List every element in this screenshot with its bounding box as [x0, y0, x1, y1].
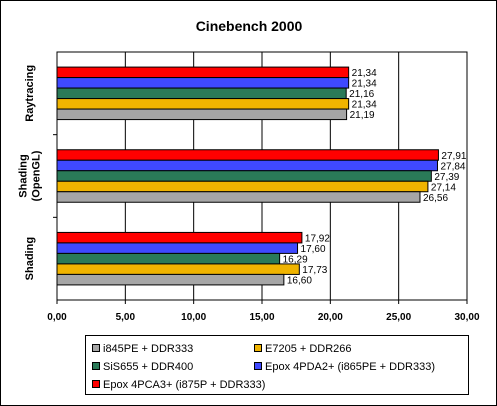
legend-swatch	[92, 344, 100, 353]
bar	[56, 252, 281, 265]
category-label: Shading	[24, 237, 36, 280]
category-label-line: (OpenGL)	[31, 150, 43, 201]
data-label: 21,34	[352, 100, 377, 111]
legend-label: i845PE + DDR333	[103, 343, 194, 355]
category-label-line: Raytracing	[24, 65, 36, 122]
legend-swatch	[254, 362, 262, 371]
bar	[56, 149, 439, 161]
x-tick-label: 30,00	[454, 312, 479, 323]
data-label: 26,56	[423, 193, 448, 204]
legend-item: E7205 + DDR266	[254, 343, 352, 355]
bar	[56, 77, 350, 89]
x-tick-label: 0,00	[47, 312, 67, 323]
legend-swatch	[92, 362, 100, 371]
bar	[56, 108, 348, 121]
legend-item: Epox 4PDA2+ (i865PE + DDR333)	[254, 361, 435, 373]
legend-item: i845PE + DDR333	[92, 343, 193, 355]
bar	[56, 98, 350, 110]
bar	[56, 66, 350, 79]
data-label: 16,60	[287, 275, 312, 286]
bar	[56, 159, 438, 172]
x-tick-label: 25,00	[386, 312, 411, 323]
legend: i845PE + DDR333 E7205 + DDR266 SiS655 + DD…	[85, 335, 469, 395]
bar	[56, 273, 285, 286]
bar	[56, 87, 347, 100]
plot-area: 0,00 5,00 10,00 15,00 20,00 25,00 30,0021,3421…	[18, 51, 480, 323]
legend-swatch	[92, 380, 100, 389]
legend-label: SiS655 + DDR400	[103, 361, 194, 373]
x-tick-label: 10,00	[181, 312, 206, 323]
data-label: 21,19	[350, 110, 375, 121]
data-label: 27,91	[441, 151, 466, 162]
legend-label: Epox 4PDA2+ (i865PE + DDR333)	[265, 361, 435, 373]
data-label: 27,39	[434, 172, 459, 183]
chart-title: Cinebench 2000	[196, 18, 303, 34]
category-label-line: Shading	[24, 237, 36, 280]
legend-swatch	[254, 344, 262, 353]
x-tick-label: 5,00	[116, 312, 136, 323]
legend-item: SiS655 + DDR400	[92, 361, 193, 373]
bar	[56, 170, 432, 182]
category-label-line: Shading	[18, 154, 30, 197]
bar	[56, 263, 300, 275]
bar	[56, 231, 303, 244]
bar	[56, 191, 421, 203]
data-label: 16,29	[283, 254, 308, 265]
category-label: Shading (OpenGL)	[18, 150, 43, 201]
data-label: 17,92	[305, 233, 330, 244]
x-tick-label: 20,00	[318, 312, 343, 323]
plot-border	[56, 51, 468, 301]
legend-label: E7205 + DDR266	[265, 343, 352, 355]
legend-item: Epox 4PCA3+ (i875P + DDR333)	[92, 379, 265, 391]
bar	[56, 180, 429, 193]
data-label: 17,73	[302, 265, 327, 276]
x-tick-label: 15,00	[249, 312, 274, 323]
data-label: 27,84	[440, 161, 465, 172]
data-label: 27,14	[431, 182, 456, 193]
bar	[56, 242, 299, 254]
category-label: Raytracing	[24, 65, 36, 122]
data-label: 21,16	[349, 89, 374, 100]
data-label: 21,34	[352, 68, 377, 79]
legend-label: Epox 4PCA3+ (i875P + DDR333)	[103, 379, 266, 391]
data-label: 21,34	[352, 79, 377, 90]
data-label: 17,60	[301, 244, 326, 255]
